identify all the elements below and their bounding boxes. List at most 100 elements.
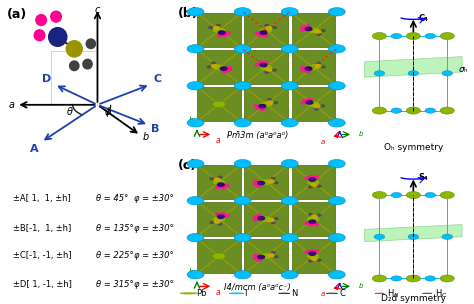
Circle shape <box>307 253 320 259</box>
Circle shape <box>217 24 220 26</box>
Circle shape <box>259 105 266 108</box>
Bar <box>197 239 241 273</box>
Circle shape <box>406 192 420 199</box>
Bar <box>197 202 241 236</box>
Text: b: b <box>359 131 364 137</box>
Text: ±B[-1,  1, ±h]: ±B[-1, 1, ±h] <box>13 224 71 233</box>
Text: Pb: Pb <box>196 289 207 298</box>
Text: b: b <box>189 116 194 125</box>
Circle shape <box>187 196 204 205</box>
Text: C: C <box>153 74 161 85</box>
Circle shape <box>317 185 321 187</box>
Circle shape <box>266 26 272 29</box>
Circle shape <box>260 27 273 33</box>
Text: c: c <box>95 5 100 15</box>
Circle shape <box>321 30 325 32</box>
Circle shape <box>442 234 453 239</box>
Text: I4/mcm (a⁰a⁰c⁻): I4/mcm (a⁰a⁰c⁻) <box>224 283 291 292</box>
Text: θ = 135°: θ = 135° <box>96 224 134 233</box>
Text: a: a <box>320 139 325 145</box>
Circle shape <box>281 45 298 53</box>
Circle shape <box>373 33 386 40</box>
Circle shape <box>391 108 401 113</box>
Circle shape <box>317 33 321 35</box>
Circle shape <box>281 119 298 127</box>
Circle shape <box>307 64 320 71</box>
Text: θ = 315°: θ = 315° <box>96 280 134 289</box>
Circle shape <box>315 108 319 110</box>
Circle shape <box>301 102 305 104</box>
Text: σₕ: σₕ <box>459 65 468 74</box>
Circle shape <box>229 293 244 294</box>
Circle shape <box>221 213 225 215</box>
Circle shape <box>425 276 436 281</box>
Bar <box>292 202 335 236</box>
Circle shape <box>440 33 454 40</box>
Circle shape <box>425 192 436 198</box>
Circle shape <box>255 32 260 34</box>
Circle shape <box>271 178 275 180</box>
Circle shape <box>234 81 251 90</box>
Circle shape <box>218 34 222 36</box>
Circle shape <box>66 41 82 57</box>
Circle shape <box>187 233 204 242</box>
Circle shape <box>328 119 345 127</box>
Text: a: a <box>320 291 325 297</box>
Circle shape <box>265 71 269 73</box>
Circle shape <box>373 107 386 114</box>
Circle shape <box>305 251 309 253</box>
Bar <box>292 239 335 273</box>
Text: φ = ±30°: φ = ±30° <box>134 251 173 260</box>
Circle shape <box>317 214 321 216</box>
Circle shape <box>258 217 264 220</box>
Circle shape <box>408 234 419 239</box>
Text: ±C[-1, -1, ±h]: ±C[-1, -1, ±h] <box>13 251 72 260</box>
Circle shape <box>373 275 386 282</box>
Circle shape <box>281 271 298 279</box>
Circle shape <box>207 66 211 68</box>
Circle shape <box>309 220 316 223</box>
Circle shape <box>214 220 220 223</box>
Circle shape <box>311 257 317 260</box>
Circle shape <box>234 271 251 279</box>
Text: N: N <box>292 289 298 298</box>
Circle shape <box>301 26 305 29</box>
Circle shape <box>254 105 258 107</box>
Circle shape <box>266 68 272 71</box>
Circle shape <box>305 177 309 179</box>
Circle shape <box>258 255 264 259</box>
Circle shape <box>321 66 325 68</box>
Text: (b): (b) <box>178 7 199 20</box>
Circle shape <box>328 196 345 205</box>
Circle shape <box>273 69 276 71</box>
Circle shape <box>264 61 268 63</box>
Circle shape <box>440 192 454 199</box>
Circle shape <box>211 64 218 67</box>
Text: b: b <box>359 283 364 289</box>
Circle shape <box>303 99 307 101</box>
Circle shape <box>268 180 274 183</box>
Circle shape <box>317 259 321 261</box>
Circle shape <box>255 64 260 66</box>
Circle shape <box>308 98 312 100</box>
Circle shape <box>440 107 454 114</box>
Text: (a): (a) <box>6 8 27 21</box>
Circle shape <box>212 101 226 108</box>
Circle shape <box>258 61 263 64</box>
Circle shape <box>216 213 220 215</box>
Circle shape <box>328 233 345 242</box>
Circle shape <box>254 181 258 183</box>
Circle shape <box>234 8 251 16</box>
Circle shape <box>391 192 401 198</box>
Circle shape <box>218 176 222 178</box>
Circle shape <box>257 185 261 187</box>
Text: Oₕ symmetry: Oₕ symmetry <box>383 143 443 152</box>
Bar <box>197 87 241 121</box>
Circle shape <box>253 183 257 185</box>
Circle shape <box>314 176 319 178</box>
Circle shape <box>321 105 325 107</box>
Circle shape <box>261 108 265 110</box>
Circle shape <box>309 213 312 215</box>
Circle shape <box>223 71 227 73</box>
Circle shape <box>328 45 345 53</box>
